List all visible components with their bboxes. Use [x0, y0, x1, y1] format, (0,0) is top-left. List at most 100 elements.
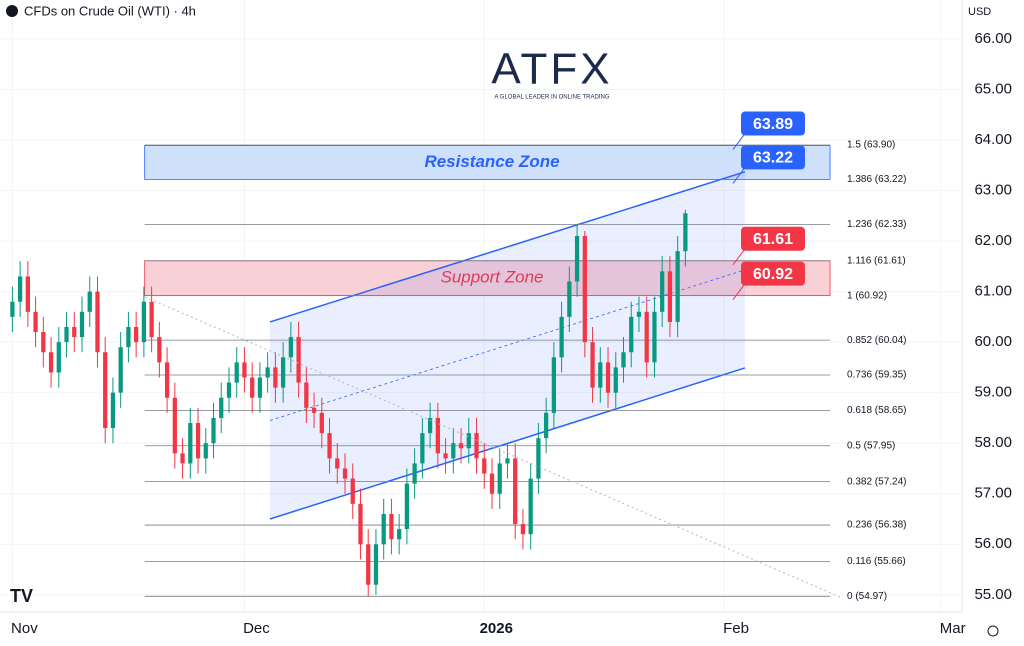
- tag-pointer: [732, 248, 746, 266]
- candle-body: [520, 524, 526, 535]
- candle-body: [435, 417, 440, 454]
- price-tag-label: 60.92: [753, 266, 793, 283]
- candle-body: [103, 352, 108, 429]
- candle-body: [79, 311, 85, 338]
- y-tick-label: 59.00: [974, 384, 1012, 401]
- chart-title: CFDs on Crude Oil (WTI) · 4h: [24, 3, 196, 18]
- candle-body: [10, 301, 15, 317]
- candle-body: [25, 276, 30, 312]
- fib-label: 1.236 (62.33): [847, 219, 907, 230]
- candle-body: [64, 326, 69, 343]
- candle-body: [621, 352, 626, 368]
- candle-body: [544, 412, 549, 439]
- price-tag-label: 63.89: [753, 116, 793, 133]
- y-tick-label: 66.00: [974, 30, 1012, 47]
- candle-body: [242, 362, 247, 378]
- candle-body: [126, 326, 131, 348]
- settings-icon[interactable]: [987, 625, 999, 637]
- symbol-icon: [6, 5, 18, 17]
- candle-body: [420, 433, 425, 464]
- y-tick-label: 58.00: [974, 434, 1012, 451]
- tag-pointer: [732, 167, 746, 184]
- fib-label: 0 (54.97): [847, 591, 887, 602]
- logo-tagline: A GLOBAL LEADER IN ONLINE TRADING: [494, 95, 609, 101]
- candle-body: [33, 311, 38, 333]
- y-tick-label: 65.00: [974, 80, 1012, 97]
- fib-label: 0.5 (57.95): [847, 440, 895, 451]
- y-tick-label: 56.00: [974, 535, 1012, 552]
- trend-line: [144, 296, 841, 598]
- candle-body: [95, 291, 100, 353]
- candle-body: [482, 458, 487, 474]
- currency: USD: [968, 6, 991, 18]
- fib-label: 1.5 (63.90): [847, 140, 895, 151]
- x-tick-label: Nov: [11, 620, 38, 637]
- candle-body: [342, 468, 348, 479]
- candle-body: [381, 513, 386, 545]
- price-tag-label: 61.61: [753, 231, 793, 248]
- candle-body: [404, 483, 410, 530]
- candle-body: [598, 362, 603, 388]
- fib-label: 1 (60.92): [847, 290, 887, 301]
- candle-body: [164, 362, 170, 398]
- fib-label: 0.116 (55.66): [847, 556, 906, 567]
- candle-body: [172, 397, 177, 454]
- candle-body: [180, 453, 185, 464]
- candle-body: [358, 503, 363, 545]
- x-tick-label: 2026: [480, 620, 513, 637]
- fib-label: 0.382 (57.24): [847, 476, 907, 487]
- plot: Resistance Zone Support Zone 63.89 63.22 61.…: [0, 0, 960, 612]
- candle-body: [211, 417, 216, 444]
- candle-body: [203, 443, 208, 459]
- fib-label: 0.736 (59.35): [847, 370, 907, 381]
- candle-body: [149, 301, 154, 338]
- candle-body: [605, 362, 611, 393]
- candle-body: [188, 422, 193, 464]
- candle-body: [296, 337, 301, 383]
- fib-label: 0.618 (58.65): [847, 405, 907, 416]
- x-tick-label: Mar: [940, 620, 966, 637]
- candle-body: [157, 337, 162, 363]
- y-tick-label: 60.00: [974, 333, 1012, 350]
- candle-body: [551, 357, 557, 413]
- candle-body: [134, 326, 139, 343]
- candle-body: [513, 458, 518, 525]
- candle-body: [466, 433, 471, 449]
- fib-label: 0.236 (56.38): [847, 520, 907, 531]
- candle-body: [443, 453, 448, 459]
- x-tick-label: Feb: [723, 620, 749, 637]
- candle-body: [257, 377, 263, 398]
- price-tag: [741, 145, 805, 170]
- x-tick-label: Dec: [243, 620, 270, 637]
- y-tick-label: 62.00: [974, 232, 1012, 249]
- candle-body: [219, 397, 224, 418]
- candle-body: [118, 347, 123, 393]
- candle-body: [87, 291, 92, 312]
- price-tag: [741, 261, 805, 286]
- candle-body: [280, 357, 286, 388]
- candle-body: [613, 367, 618, 393]
- candle-body: [17, 276, 23, 302]
- logo: ATFX: [491, 45, 612, 94]
- y-tick-label: 64.00: [974, 131, 1012, 148]
- candle-body: [474, 433, 479, 459]
- candle-body: [629, 316, 634, 353]
- channel-line: [269, 171, 746, 323]
- fib-label: 1.116 (61.61): [847, 255, 906, 266]
- candle-body: [582, 236, 587, 343]
- candle-body: [319, 412, 324, 434]
- zone-label: Resistance Zone: [424, 152, 559, 171]
- candle-body: [497, 463, 502, 494]
- tv-logo: TV: [10, 586, 33, 606]
- y-tick-label: 63.00: [974, 181, 1012, 198]
- candle-body: [250, 377, 255, 398]
- candle-body: [505, 458, 510, 464]
- candle-body: [195, 422, 201, 459]
- candle-body: [528, 478, 533, 535]
- candle-body: [304, 382, 309, 408]
- candle-body: [427, 417, 433, 434]
- candle-body: [265, 367, 270, 378]
- candle-body: [273, 367, 278, 388]
- candle-body: [389, 513, 394, 540]
